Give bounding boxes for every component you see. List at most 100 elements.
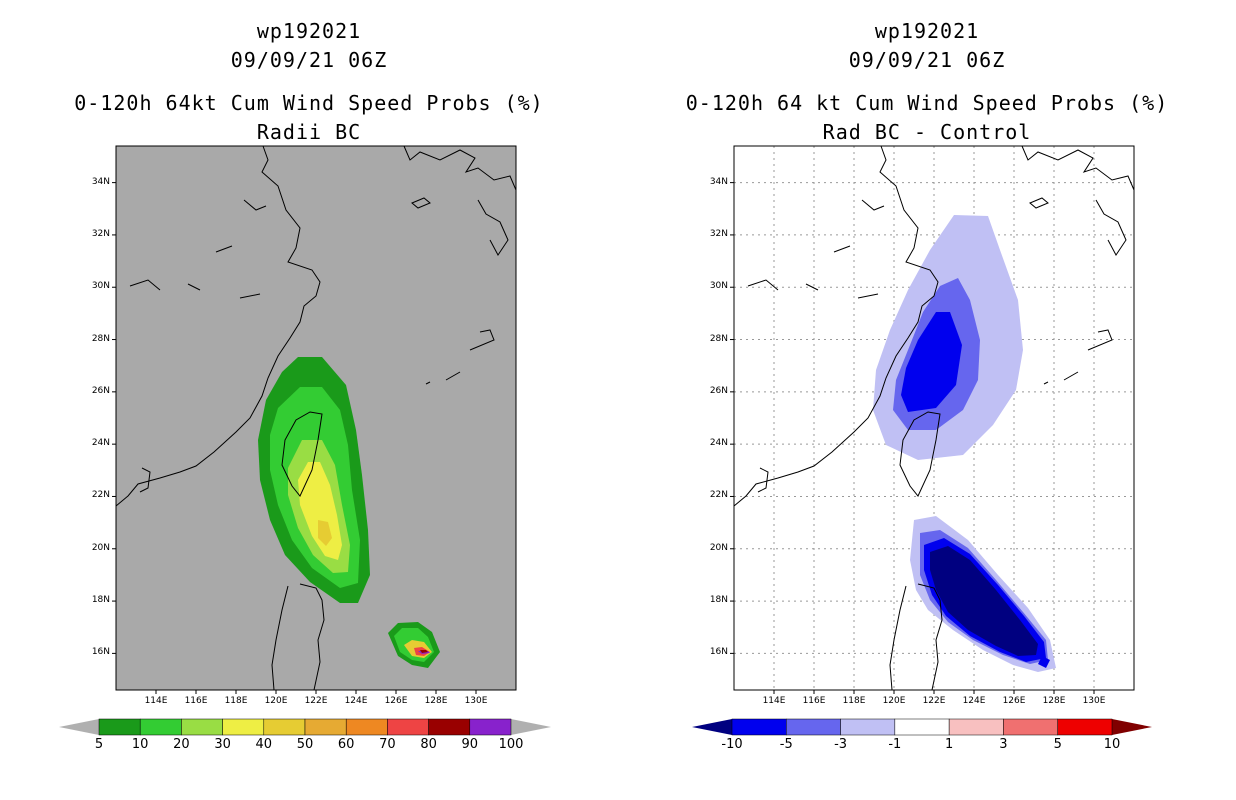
colorbar-label: -10 [721,737,743,752]
colorbar-swatch [731,718,787,736]
colorbar-label: 50 [296,737,314,752]
colorbar-label: 5 [94,737,104,752]
colorbar-swatch [139,718,182,736]
right-title-product: 0-120h 64 kt Cum Wind Speed Probs (%) [685,91,1169,115]
lat-label: 26N [91,385,110,396]
colorbar-high-arrow [511,719,551,735]
lon-label: 116E [802,696,826,706]
colorbar-swatch [840,718,896,736]
lat-label: 18N [91,595,110,606]
hk-coast [139,467,151,493]
colorbar-swatch [387,718,429,736]
colorbar-label: 100 [498,737,524,752]
left-title-time: 09/09/21 06Z [230,48,388,72]
colorbar-high-arrow [1112,719,1152,735]
lat-label: 16N [709,647,728,658]
left-colorbar [59,718,551,736]
left-panel: wp192021 09/09/21 06Z 0-120h 64kt Cum Wi… [59,19,551,752]
lon-label: 118E [842,696,866,706]
left-subtitle: Radii BC [256,120,362,144]
left-title-storm: wp192021 [256,19,362,43]
colorbar-swatch [98,718,141,736]
colorbar-swatch [428,718,471,736]
right-title-storm: wp192021 [874,19,980,43]
lat-label: 26N [709,385,728,396]
right-diff-south [910,516,1056,672]
lon-label: 122E [304,696,328,706]
colorbar-label: -5 [779,737,793,752]
colorbar-label: 10 [131,737,149,752]
left-coastlines [115,145,517,691]
lat-label: 18N [709,595,728,606]
right-coastlines [733,145,1135,691]
lat-label: 28N [709,333,728,344]
colorbar-label: 90 [461,737,479,752]
left-map [59,145,551,736]
colorbar-low-arrow [59,719,99,735]
right-ticks [730,182,1095,694]
colorbar-label: 60 [337,737,355,752]
left-title-product: 0-120h 64kt Cum Wind Speed Probs (%) [74,91,544,115]
colorbar-swatch [469,718,512,736]
lat-label: 22N [709,490,728,501]
colorbar-swatch [263,718,306,736]
lon-label: 126E [1002,696,1026,706]
right-subtitle: Rad BC - Control [822,120,1032,144]
colorbar-swatch [181,718,223,736]
colorbar-swatch [786,718,841,736]
colorbar-swatch [222,718,265,736]
colorbar-swatch [1057,718,1113,736]
prob-east-90b [420,650,428,653]
lat-label: 30N [709,281,728,292]
colorbar-low-arrow [692,719,732,735]
colorbar-label: -1 [888,737,902,752]
lon-label: 114E [144,696,168,706]
colorbar-label: 40 [255,737,273,752]
prob-contour-40 [318,520,332,546]
right-map [692,145,1152,736]
lat-label: 32N [91,228,110,239]
colorbar-label: 1 [945,737,954,752]
right-panel: wp192021 09/09/21 06Z 0-120h 64 kt Cum W… [618,0,1236,800]
ryukyu [425,329,495,385]
colorbar-swatch [304,718,347,736]
lon-label: 126E [384,696,408,706]
lon-label: 114E [762,696,786,706]
colorbar-swatch [345,718,388,736]
lon-label: 118E [224,696,248,706]
lon-label: 124E [962,696,986,706]
lat-label: 32N [709,228,728,239]
lon-label: 128E [1042,696,1066,706]
lat-label: 24N [709,438,728,449]
left-swath-east [388,622,440,668]
cheju [411,197,431,209]
colorbar-label: 3 [999,737,1008,752]
lon-label: 116E [184,696,208,706]
diff-south-m10 [930,546,1038,656]
right-diff-north [873,215,1023,460]
colorbar-label: 10 [1103,737,1121,752]
lon-label: 122E [922,696,946,706]
lat-label: 28N [91,333,110,344]
hainan-islands [129,199,267,299]
luzon-coast [271,583,325,691]
lon-label: 130E [464,696,488,706]
lat-label: 20N [709,542,728,553]
colorbar-label: 80 [420,737,437,752]
colorbar-label: -3 [834,737,848,752]
lat-label: 16N [91,647,110,658]
left-ticks [112,182,477,694]
colorbar-label: 30 [214,737,231,752]
left-swath-main [258,357,370,603]
colorbar-label: 5 [1053,737,1062,752]
lat-label: 20N [91,542,110,553]
lat-label: 30N [91,281,110,292]
lon-label: 130E [1082,696,1106,706]
lon-label: 120E [882,696,906,706]
china-coast [115,145,321,507]
colorbar-label: 20 [173,737,190,752]
colorbar-label: 70 [379,737,396,752]
diff-north-m5 [901,312,962,412]
right-title-time: 09/09/21 06Z [848,48,1006,72]
lon-label: 124E [344,696,368,706]
